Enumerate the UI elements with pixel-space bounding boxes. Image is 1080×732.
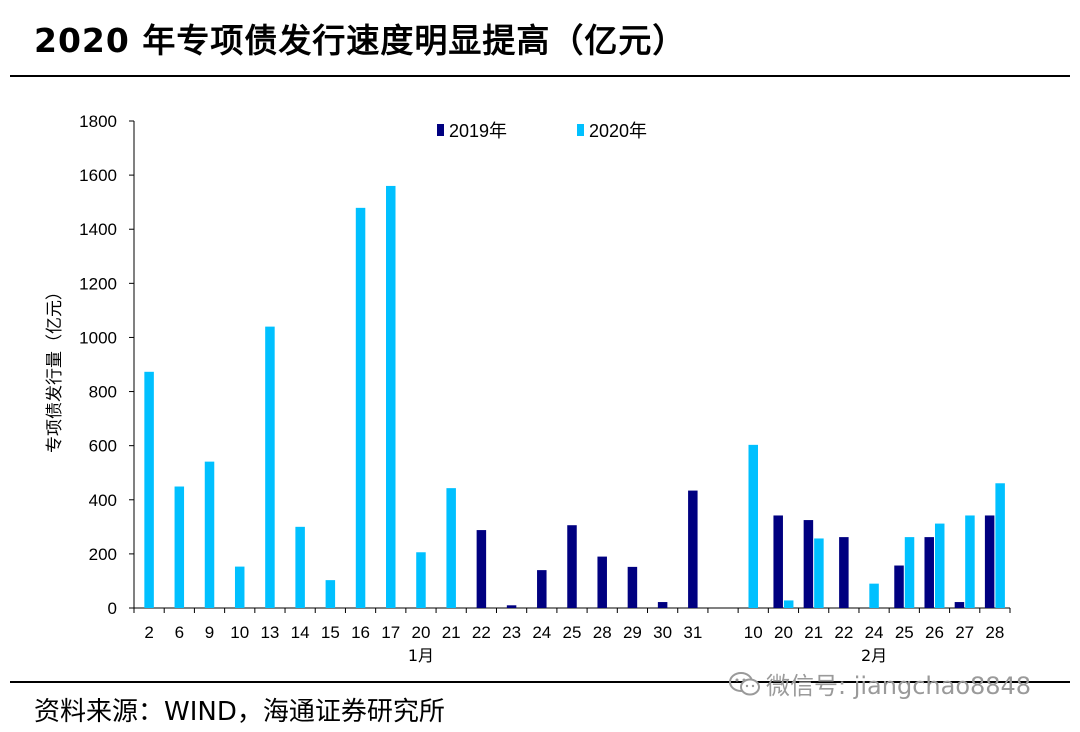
x-tick-label: 6 — [175, 623, 184, 642]
month-group-label: 2月 — [861, 646, 887, 665]
bar-2019 — [597, 556, 607, 608]
x-tick-label: 30 — [653, 623, 672, 642]
x-tick-label: 17 — [381, 623, 400, 642]
bar-2020 — [355, 207, 366, 608]
x-tick-label: 21 — [442, 623, 461, 642]
bar-2019 — [839, 537, 849, 608]
legend: 2019年 2020年 — [437, 121, 647, 141]
y-tick-label: 400 — [89, 491, 117, 510]
x-tick-label: 20 — [412, 623, 431, 642]
month-group-label: 1月 — [408, 646, 434, 665]
bar-2020 — [814, 538, 824, 608]
bar-2019 — [894, 565, 904, 608]
y-tick-label: 200 — [89, 545, 117, 564]
x-tick-label: 31 — [683, 623, 702, 642]
legend-label-2020: 2020年 — [589, 121, 647, 141]
bar-2019 — [803, 520, 814, 608]
y-axis-label: 专项债发行量（亿元） — [45, 283, 65, 453]
chart-title: 2020 年专项债发行速度明显提高（亿元） — [34, 21, 687, 60]
bar-2019 — [984, 515, 995, 608]
source-note: 资料来源：WIND，海通证券研究所 — [34, 697, 445, 727]
x-tick-label: 20 — [774, 623, 793, 642]
bar-2020 — [325, 580, 336, 608]
x-tick-label: 22 — [472, 623, 491, 642]
bar-2020 — [295, 526, 305, 608]
bar-2019 — [773, 515, 783, 608]
bars-layer — [144, 185, 1005, 608]
bar-2020 — [174, 486, 185, 608]
bar-2019 — [657, 602, 668, 608]
bar-2020 — [386, 185, 396, 608]
x-tick-label: 2 — [144, 623, 153, 642]
x-tick-label: 26 — [925, 623, 944, 642]
bar-2020 — [934, 523, 945, 608]
y-tick-label: 1600 — [79, 166, 117, 185]
bar-2019 — [476, 530, 487, 608]
x-tick-label: 23 — [502, 623, 521, 642]
bar-2019 — [954, 602, 965, 608]
bar-2020 — [869, 583, 879, 608]
x-tick-label: 21 — [804, 623, 823, 642]
bar-2020 — [204, 461, 215, 608]
x-tick-label: 14 — [291, 623, 310, 642]
bar-2019 — [567, 525, 577, 608]
bar-2020 — [748, 444, 758, 608]
x-tick-label: 28 — [985, 623, 1004, 642]
legend-swatch-2020 — [577, 124, 584, 136]
x-tick-label: 24 — [532, 623, 551, 642]
x-tick-label: 9 — [205, 623, 214, 642]
x-tick-label: 13 — [260, 623, 279, 642]
bar-2020 — [995, 483, 1005, 608]
x-tick-label: 25 — [563, 623, 582, 642]
x-tick-label: 29 — [623, 623, 642, 642]
bar-2020 — [783, 600, 794, 608]
x-tick-label: 22 — [834, 623, 853, 642]
bar-2019 — [924, 537, 934, 608]
bottom-rule — [10, 681, 1070, 683]
bar-2020 — [904, 537, 915, 608]
y-tick-label: 1000 — [79, 328, 117, 347]
x-tick-label: 10 — [230, 623, 249, 642]
x-tick-label: 10 — [744, 623, 763, 642]
watermark-text: 微信号: jiangchao8848 — [766, 672, 1032, 700]
y-tick-label: 1400 — [79, 220, 117, 239]
bar-2019 — [688, 490, 698, 608]
y-tick-label: 0 — [108, 599, 117, 618]
bar-2019 — [506, 605, 517, 608]
y-tick-label: 800 — [89, 383, 117, 402]
bar-2020 — [965, 515, 975, 608]
bar-2019 — [627, 566, 638, 608]
bar-2020 — [446, 488, 456, 608]
top-rule — [10, 75, 1070, 77]
x-tick-label: 25 — [895, 623, 914, 642]
legend-swatch-2019 — [437, 124, 444, 136]
bar-2020 — [265, 326, 275, 608]
x-tick-label: 15 — [321, 623, 340, 642]
legend-label-2019: 2019年 — [449, 121, 507, 141]
y-tick-label: 1800 — [79, 112, 117, 131]
x-tick-label: 27 — [955, 623, 974, 642]
bar-2020 — [234, 566, 245, 608]
x-tick-label: 24 — [865, 623, 884, 642]
bar-2019 — [537, 570, 547, 608]
y-tick-label: 1200 — [79, 274, 117, 293]
x-tick-label: 16 — [351, 623, 370, 642]
bar-2020 — [416, 552, 426, 608]
wechat-watermark: 微信号: jiangchao8848 — [728, 666, 1031, 701]
x-tick-label: 28 — [593, 623, 612, 642]
y-tick-label: 600 — [89, 437, 117, 456]
wechat-icon — [729, 671, 760, 695]
bar-2020 — [144, 371, 154, 608]
